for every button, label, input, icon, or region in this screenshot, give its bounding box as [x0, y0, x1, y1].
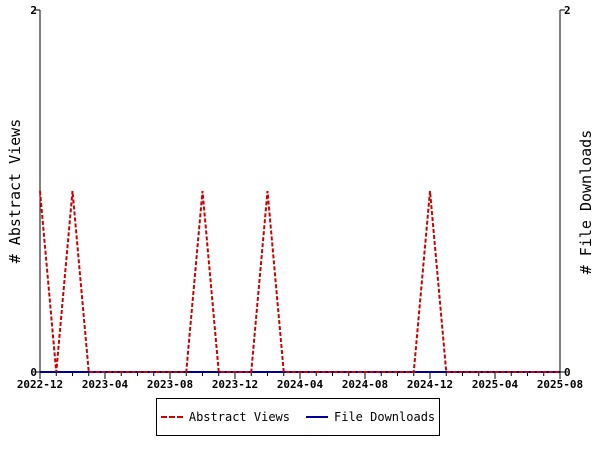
x-tick-label: 2024-12 — [407, 378, 453, 391]
x-tick-label: 2023-12 — [212, 378, 258, 391]
x-tick-label: 2023-04 — [82, 378, 129, 391]
x-tick-label: 2023-08 — [147, 378, 193, 391]
y2-axis-label: # File Downloads — [577, 130, 595, 275]
x-tick-label: 2025-04 — [472, 378, 519, 391]
x-tick-label: 2025-08 — [537, 378, 583, 391]
series-layer — [39, 190, 560, 373]
legend-item-file-downloads: File Downloads — [306, 410, 435, 424]
y-axis-label: # Abstract Views — [6, 119, 24, 264]
series-line-abstract-views — [39, 190, 560, 373]
x-ticks: 2022-12 2023-04 2023-08 2023-12 2024-04 2024-… — [17, 372, 583, 391]
legend-label-file-downloads: File Downloads — [334, 410, 436, 424]
y2-tick-label: 2 — [564, 4, 571, 17]
x-tick-label: 2022-12 — [17, 378, 63, 391]
x-tick-label: 2024-08 — [342, 378, 388, 391]
legend-swatch-abstract-views — [160, 416, 183, 418]
legend: Abstract Views File Downloads — [156, 398, 440, 436]
y-ticks: 0 2 0 2 — [30, 4, 570, 379]
plot-frame — [39, 10, 561, 373]
legend-swatch-file-downloads — [306, 416, 328, 418]
y-tick-label: 0 — [30, 366, 37, 379]
y-tick-label: 2 — [30, 4, 37, 17]
legend-label-abstract-views: Abstract Views — [188, 410, 290, 424]
legend-item-abstract-views: Abstract Views — [160, 410, 290, 424]
y2-tick-label: 0 — [564, 366, 571, 379]
x-tick-label: 2024-04 — [277, 378, 324, 391]
